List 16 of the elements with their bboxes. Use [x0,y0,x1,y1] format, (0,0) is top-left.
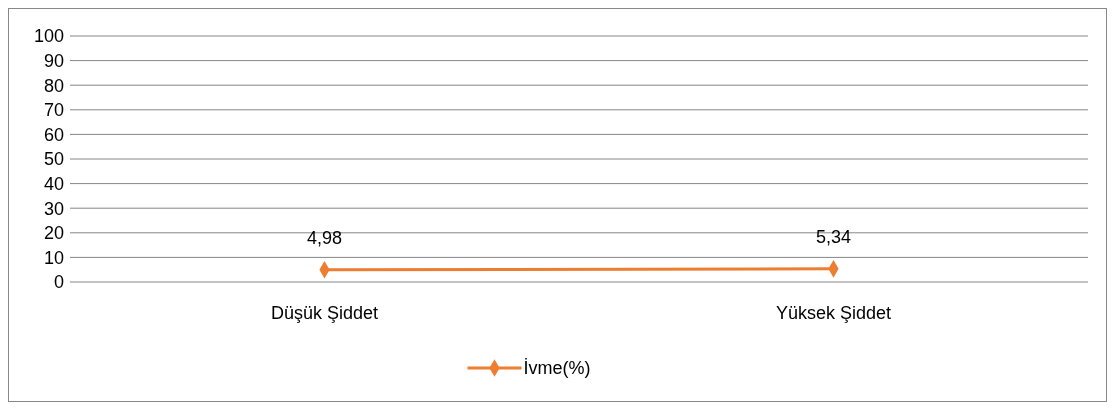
y-tick-label: 20 [43,223,64,244]
y-tick-label: 0 [53,272,64,293]
y-tick-label: 70 [43,100,64,121]
x-tick-label: Yüksek Şiddet [775,303,892,323]
x-tick-label: Düşük Şiddet [270,303,379,323]
y-tick-label: 90 [43,50,64,71]
y-tick-label: 50 [43,149,64,170]
y-tick-label: 40 [43,173,64,194]
y-tick-label: 30 [43,198,64,219]
y-tick-label: 80 [43,75,64,96]
legend-label: İvme(%) [523,358,591,379]
y-tick-label: 10 [43,247,64,268]
data-label: 4,98 [306,227,343,248]
y-tick-label: 60 [43,124,64,145]
y-tick-label: 100 [33,26,64,47]
data-label: 5,34 [815,226,852,247]
